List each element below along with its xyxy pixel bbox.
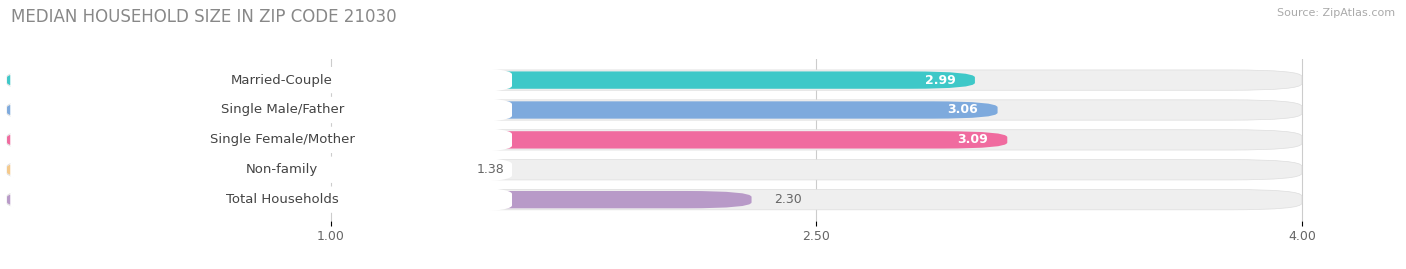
Text: 2.30: 2.30 [775, 193, 801, 206]
Text: 2.99: 2.99 [925, 74, 956, 87]
Text: 3.06: 3.06 [948, 104, 979, 116]
FancyBboxPatch shape [10, 97, 512, 123]
Text: 3.09: 3.09 [957, 133, 988, 146]
FancyBboxPatch shape [7, 189, 1302, 210]
FancyBboxPatch shape [7, 72, 974, 89]
FancyBboxPatch shape [10, 157, 512, 183]
Text: Non-family: Non-family [246, 163, 318, 176]
Text: Married-Couple: Married-Couple [231, 74, 333, 87]
Text: 1.38: 1.38 [477, 163, 505, 176]
FancyBboxPatch shape [7, 160, 1302, 180]
FancyBboxPatch shape [7, 130, 1302, 150]
FancyBboxPatch shape [7, 161, 454, 178]
Text: Single Female/Mother: Single Female/Mother [209, 133, 354, 146]
Text: MEDIAN HOUSEHOLD SIZE IN ZIP CODE 21030: MEDIAN HOUSEHOLD SIZE IN ZIP CODE 21030 [11, 8, 396, 26]
FancyBboxPatch shape [10, 67, 512, 93]
FancyBboxPatch shape [7, 101, 998, 119]
FancyBboxPatch shape [7, 100, 1302, 120]
FancyBboxPatch shape [7, 191, 752, 208]
FancyBboxPatch shape [7, 131, 1007, 148]
Text: Total Households: Total Households [226, 193, 339, 206]
Text: Single Male/Father: Single Male/Father [221, 104, 344, 116]
FancyBboxPatch shape [10, 186, 512, 213]
FancyBboxPatch shape [10, 127, 512, 153]
Text: Source: ZipAtlas.com: Source: ZipAtlas.com [1277, 8, 1395, 18]
FancyBboxPatch shape [7, 70, 1302, 90]
